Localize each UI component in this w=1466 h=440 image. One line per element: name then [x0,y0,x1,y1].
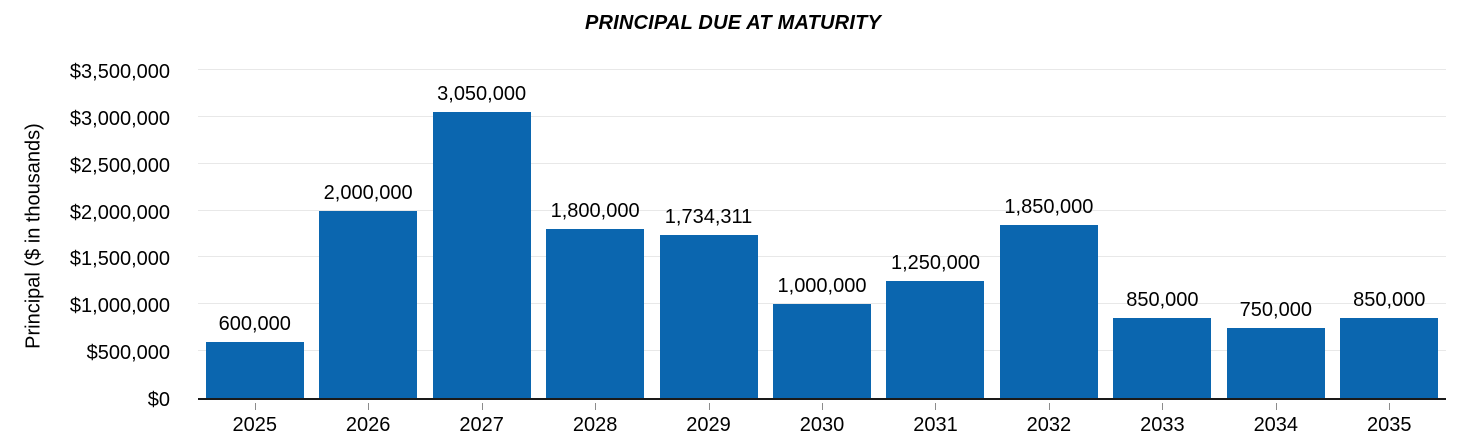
y-tick-label: $1,000,000 [69,295,170,318]
x-tick-label: 2034 [1253,414,1299,436]
bar-2030 [773,304,871,398]
gridline [198,256,1446,258]
bar-value-label: 1,800,000 [550,200,640,223]
x-tick-label: 2035 [1367,414,1412,436]
x-tick-mark [595,403,597,410]
y-axis-tick-labels: $0 $500,000 $1,000,000 $1,500,000 $2,000,000… [0,0,170,440]
x-tick-mark [1389,403,1391,410]
bar-value-label: 750,000 [1239,298,1312,321]
x-tick-mark [1162,403,1164,410]
bar-2029 [659,235,758,398]
chart-title: PRINCIPAL DUE AT MATURITY [584,12,882,34]
x-tick-mark [822,403,823,410]
x-tick-label: 2025 [232,414,277,436]
bar-value-label: 3,050,000 [437,83,527,106]
x-tick-mark [481,403,483,410]
bar-2027 [432,112,531,398]
bar-2025 [205,341,304,398]
bar-value-label: 2,000,000 [323,181,413,204]
bar-value-label: 850,000 [1126,289,1199,312]
x-tick-mark [708,403,710,410]
gridline [198,162,1446,164]
bar-value-label: 1,250,000 [890,251,980,274]
bar-2028 [546,229,645,398]
y-tick-label: $0 [147,389,170,411]
bar-value-label: 1,734,311 [664,206,753,229]
y-tick-label: $2,000,000 [69,201,170,224]
y-tick-label: $3,500,000 [69,61,170,83]
gridline [198,69,1446,70]
y-tick-label: $1,500,000 [69,248,170,271]
bar-2035 [1340,318,1439,398]
bar-2033 [1113,318,1212,398]
x-tick-mark [1275,403,1277,410]
x-tick-label: 2033 [1140,414,1185,436]
plot-area: 600,000 2,000,000 3,050,000 1,800,000 1,734,… [198,69,1446,400]
x-tick-label: 2030 [799,414,845,436]
bar-value-label: 600,000 [218,312,291,335]
x-tick-mark [1048,403,1050,410]
bar-value-label: 1,000,000 [777,275,867,298]
bar-2031 [886,280,985,398]
bar-2026 [319,210,418,398]
x-tick-mark [935,403,937,410]
x-tick-mark [254,403,256,410]
gridline [198,303,1446,305]
x-tick-mark [368,403,370,410]
x-tick-label: 2026 [345,414,391,436]
y-tick-label: $2,500,000 [69,154,170,177]
x-tick-label: 2029 [686,414,731,436]
gridline [198,209,1446,211]
bar-value-label: 850,000 [1353,289,1426,312]
bar-2034 [1226,327,1325,398]
bar-2032 [999,224,1098,398]
x-tick-label: 2027 [459,414,504,436]
gridline [198,115,1446,117]
x-tick-label: 2028 [572,414,618,436]
y-tick-label: $500,000 [86,342,170,365]
bar-value-label: 1,850,000 [1004,195,1094,218]
x-tick-label: 2031 [913,414,958,436]
y-tick-label: $3,000,000 [69,107,170,130]
x-tick-label: 2032 [1026,414,1072,436]
